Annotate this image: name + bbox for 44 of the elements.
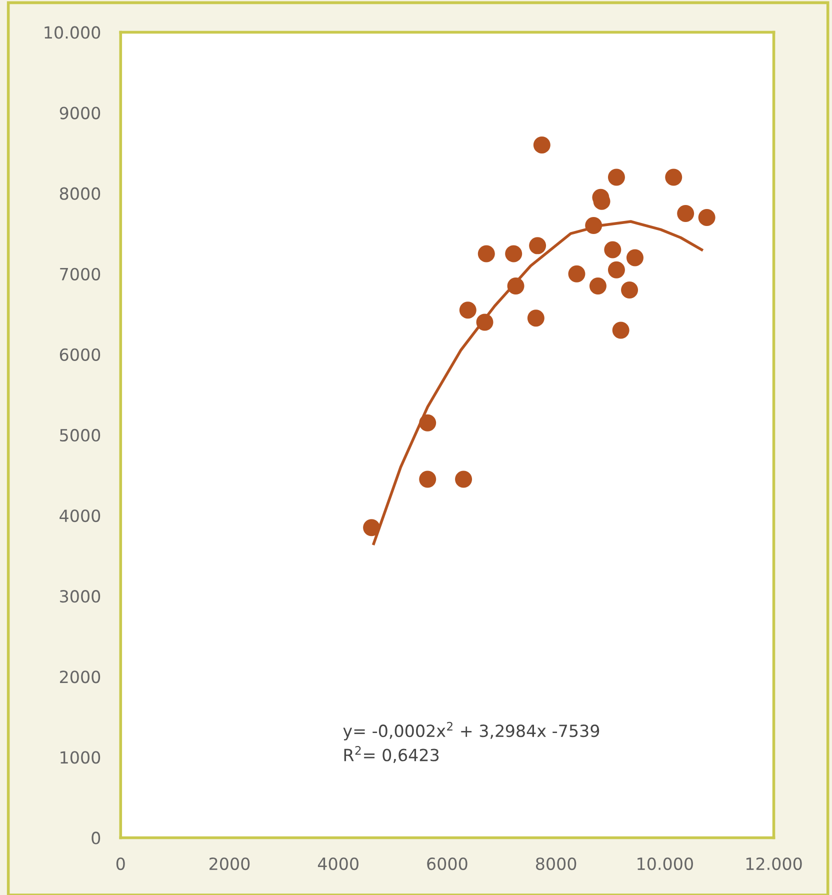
x-tick-label: 12.000: [746, 857, 802, 870]
point: [608, 168, 625, 186]
y-tick-label: 5000: [60, 428, 100, 442]
point: [568, 265, 586, 282]
x-tick-label: 4000: [318, 857, 358, 870]
annotation: y= -0,0002x$^{2}$ + 3,2984x -7539: [343, 722, 600, 740]
point: [626, 249, 644, 266]
point: [533, 136, 550, 154]
point: [455, 470, 472, 488]
x-tick-label: 0: [116, 857, 125, 870]
y-tick-label: 7000: [60, 268, 100, 280]
x-tick-label: 2000: [210, 857, 250, 870]
point: [612, 322, 630, 339]
point: [527, 310, 544, 327]
y-tick-label: 9000: [60, 106, 100, 120]
x-tick-label: 6000: [427, 857, 468, 870]
point: [363, 519, 380, 536]
y-tick-label: 6000: [60, 348, 100, 361]
y-tick-label: 4000: [60, 509, 100, 522]
y-tick-label: 1000: [60, 751, 100, 764]
y-tick-label: 8000: [60, 187, 100, 200]
y-tick-label: 0: [92, 832, 100, 844]
point: [665, 168, 682, 186]
point: [507, 277, 524, 294]
point: [608, 261, 625, 278]
point: [459, 302, 476, 319]
point: [585, 217, 602, 234]
point: [419, 470, 436, 488]
annotation: R$^{2}$= 0,6423: [344, 746, 439, 764]
x-tick-label: 10.000: [638, 857, 693, 870]
point: [698, 208, 716, 226]
y-tick-label: 10.000: [44, 26, 100, 39]
point: [505, 245, 522, 262]
point: [677, 204, 694, 222]
point: [478, 245, 495, 262]
point: [621, 281, 638, 298]
y-tick-label: 2000: [60, 670, 100, 684]
point: [529, 237, 546, 254]
y-tick-label: 3000: [60, 590, 100, 603]
x-tick-label: 8000: [536, 857, 576, 870]
point: [419, 414, 436, 432]
point: [589, 277, 606, 294]
point: [604, 241, 622, 258]
point: [476, 314, 494, 331]
